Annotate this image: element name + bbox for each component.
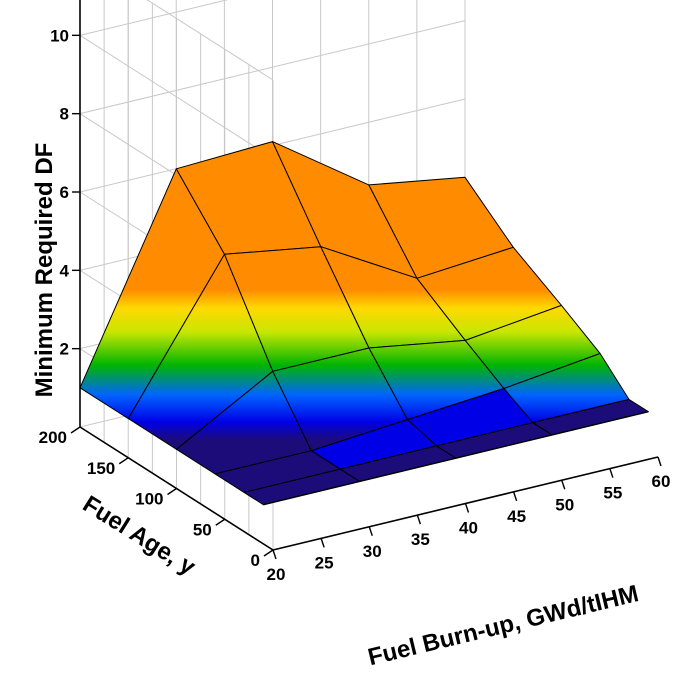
- y-tick: [215, 518, 226, 526]
- x-tick-label: 35: [411, 530, 430, 549]
- x-tick: [368, 526, 373, 536]
- surface-edge: [263, 411, 649, 506]
- x-tick-label: 20: [267, 565, 286, 584]
- z-tick-label: 8: [60, 105, 69, 124]
- y-tick: [167, 487, 177, 496]
- grid-line: [146, 0, 274, 81]
- x-tick-label: 50: [555, 495, 574, 514]
- z-axis-title: Minimum Required DF: [31, 143, 58, 398]
- z-tick-label: 2: [60, 340, 69, 359]
- x-tick: [561, 480, 566, 490]
- x-tick: [272, 549, 277, 560]
- x-tick-label: 45: [507, 507, 526, 526]
- y-tick-label: 50: [193, 520, 212, 539]
- x-tick: [512, 491, 518, 502]
- y-tick-label: 100: [135, 490, 163, 509]
- z-tick-label: 6: [60, 183, 69, 202]
- z-tick-label: 10: [50, 26, 69, 45]
- axes: 20253035404550556005010015020024681012: [39, 0, 671, 584]
- y-tick: [263, 549, 274, 557]
- surface-mesh: [79, 141, 649, 506]
- x-tick-label: 55: [603, 484, 622, 503]
- x-tick-label: 25: [315, 553, 334, 572]
- x-tick: [657, 456, 662, 467]
- z-tick-label: 4: [60, 261, 70, 280]
- grid-line: [79, 34, 274, 159]
- y-tick: [70, 426, 81, 434]
- x-tick: [609, 468, 614, 478]
- x-tick-label: 40: [459, 519, 478, 538]
- y-tick-label: 200: [39, 428, 67, 447]
- x-tick: [320, 538, 325, 548]
- x-tick: [416, 514, 422, 525]
- x-axis-title: Fuel Burn-up, GWd/tIHM: [365, 580, 641, 671]
- y-tick: [118, 457, 129, 465]
- y-tick-label: 0: [251, 551, 260, 570]
- y-tick-label: 150: [87, 459, 115, 478]
- grid-line: [79, 0, 229, 36]
- grid-line: [79, 20, 466, 115]
- x-tick: [464, 503, 470, 513]
- x-tick-label: 60: [652, 472, 671, 491]
- x-tick-label: 30: [363, 542, 382, 561]
